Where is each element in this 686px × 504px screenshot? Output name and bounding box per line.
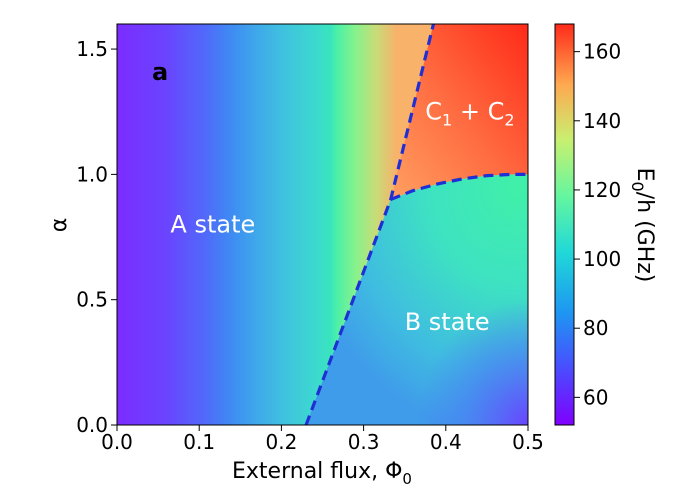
region-label-2: C1 + C2 <box>425 98 514 130</box>
colorbar-tick-label: 140 <box>583 109 621 133</box>
x-tick-label: 0.0 <box>101 430 133 454</box>
x-axis: 0.0 0.1 0.2 0.3 0.4 0.5 <box>101 425 544 454</box>
colorbar-tick-label: 80 <box>583 316 608 340</box>
y-tick-label: 1.5 <box>76 37 108 61</box>
heatmap-b-corner <box>306 174 528 425</box>
x-tick-label: 0.1 <box>183 430 215 454</box>
x-tick-label: 0.2 <box>265 430 297 454</box>
panel-label: a <box>152 58 168 86</box>
boundary-b-c <box>390 172 528 201</box>
colorbar-ticks: 60 80 100 120 140 160 <box>574 40 621 409</box>
y-tick-label: 1.0 <box>76 162 108 186</box>
heatmap <box>117 24 528 425</box>
region-label-0: A state <box>170 211 255 239</box>
colorbar-label: E0/h (GHz) <box>628 168 657 283</box>
colorbar-tick-label: 160 <box>583 40 621 64</box>
y-tick-label: 0.5 <box>76 288 108 312</box>
x-axis-label: External flux, Φ0 <box>232 459 412 488</box>
colorbar-tick-label: 60 <box>583 385 608 409</box>
colorbar <box>554 23 575 426</box>
region-labels: A state B state C1 + C2 <box>170 98 514 337</box>
heatmap-c-region <box>390 24 528 200</box>
plot-frame <box>116 23 529 426</box>
x-tick-label: 0.5 <box>512 430 544 454</box>
colorbar-tick-label: 120 <box>583 178 621 202</box>
region-label-1: B state <box>405 308 490 336</box>
colorbar-tick-label: 100 <box>583 247 621 271</box>
y-axis: 0.0 0.5 1.0 1.5 <box>76 37 117 437</box>
x-tick-label: 0.3 <box>348 430 380 454</box>
y-tick-label: 0.0 <box>76 413 108 437</box>
y-axis-label: α <box>47 218 72 233</box>
x-tick-label: 0.4 <box>430 430 462 454</box>
